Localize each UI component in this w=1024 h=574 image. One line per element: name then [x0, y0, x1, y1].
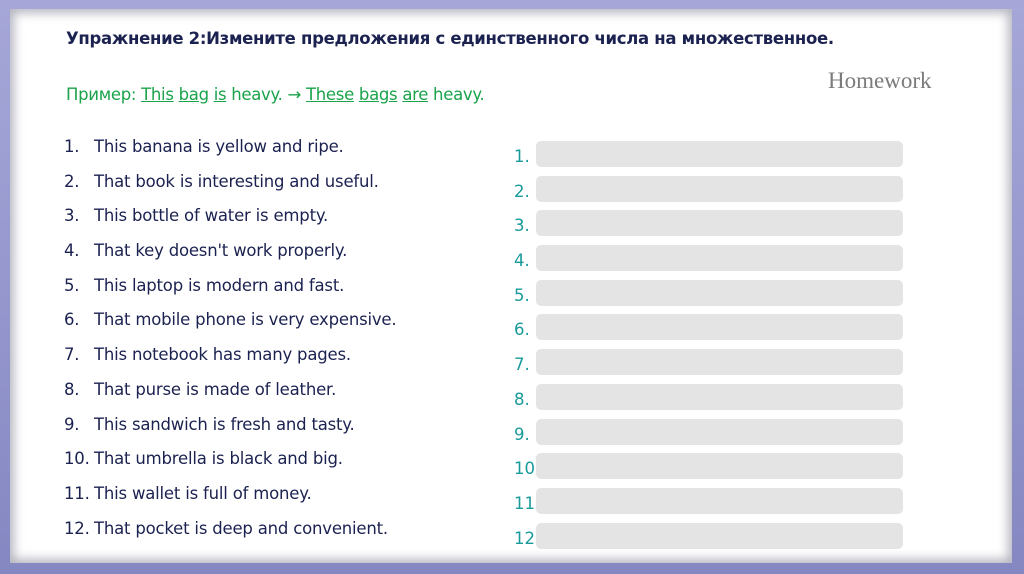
answer-cover-box[interactable] [536, 314, 903, 341]
answer-cover-box[interactable] [536, 175, 903, 202]
sentence-item: 3. This bottle of water is empty. [64, 206, 396, 241]
sentence-text: This bottle of water is empty. [94, 206, 329, 226]
example-text: heavy. [428, 85, 485, 104]
sentence-text: This wallet is full of money. [94, 483, 312, 503]
sentence-number: 6. [64, 310, 80, 330]
sentence-number: 11. [64, 483, 90, 503]
sentence-item: 11. This wallet is full of money. [64, 484, 396, 519]
answer-number: 9. [514, 424, 530, 444]
sentence-item: 1. This banana is yellow and ripe. [64, 137, 396, 172]
sentence-item: 2. That book is interesting and useful. [64, 172, 396, 207]
sentence-number: 10. [64, 449, 90, 469]
sentence-number: 1. [64, 137, 80, 156]
answer-cover-box[interactable] [536, 453, 903, 480]
sentence-text: That purse is made of leather. [94, 379, 337, 399]
sentence-text: This notebook has many pages. [94, 345, 351, 365]
example-word: are [402, 85, 429, 104]
answer-number: 8. [514, 389, 530, 409]
sentence-item: 10. That umbrella is black and big. [64, 449, 396, 484]
sentence-number: 9. [64, 414, 80, 434]
answer-number: 10. [514, 459, 541, 479]
answer-number: 12 [514, 528, 535, 548]
answer-cover-box[interactable] [536, 245, 903, 272]
sentence-number: 12. [64, 518, 90, 538]
sentence-number: 5. [64, 275, 80, 295]
answer-cover-box[interactable] [536, 349, 903, 376]
sentence-text: This laptop is modern and fast. [94, 275, 345, 295]
answer-number: 1. [514, 147, 530, 166]
sentence-item: 12. That pocket is deep and convenient. [64, 519, 396, 554]
sentence-number: 4. [64, 241, 80, 261]
sentence-list: 1. This banana is yellow and ripe. 2. That … [64, 137, 397, 554]
answer-cover-box[interactable] [536, 279, 903, 306]
sentence-text: That key doesn't work properly. [94, 241, 348, 261]
answer-number: 11. [514, 493, 541, 513]
answer-number: 5. [514, 285, 530, 305]
answer-number: 6. [514, 320, 530, 340]
example-word: is [213, 85, 227, 104]
sentence-text: This banana is yellow and ripe. [94, 137, 344, 156]
answer-cover-box[interactable] [536, 210, 903, 237]
sentence-item: 7. This notebook has many pages. [64, 345, 396, 380]
homework-label: Homework [828, 68, 932, 93]
answer-number: 7. [514, 355, 530, 375]
answer-number: 4. [514, 251, 530, 271]
sentence-text: This sandwich is fresh and tasty. [94, 414, 355, 434]
example-word: bags [358, 85, 398, 104]
answer-cover-box[interactable] [536, 487, 903, 514]
answer-cover-box[interactable] [536, 522, 903, 549]
example-word: This [141, 85, 174, 104]
sentence-number: 2. [64, 171, 80, 191]
answer-cover-box[interactable] [536, 383, 903, 410]
example-label: Пример: [66, 85, 142, 104]
example-word: bag [178, 85, 209, 104]
sentence-text: That pocket is deep and convenient. [94, 518, 388, 538]
sentence-item: 5. This laptop is modern and fast. [64, 276, 396, 311]
sentence-text: That umbrella is black and big. [94, 449, 343, 469]
answer-number: 3. [514, 216, 530, 236]
sentence-item: 4. That key doesn't work properly. [64, 241, 396, 276]
exercise-title: Упражнение 2:Измените предложения с един… [66, 29, 834, 48]
answer-cover-box[interactable] [536, 418, 903, 445]
slide: Упражнение 2:Измените предложения с един… [10, 9, 1012, 563]
sentence-item: 9. This sandwich is fresh and tasty. [64, 415, 396, 450]
example-line: Пример: This bag is heavy. → These bags … [66, 85, 485, 104]
sentence-item: 6. That mobile phone is very expensive. [64, 310, 397, 345]
example-text: heavy. → [226, 85, 306, 104]
answer-cover-box[interactable] [536, 141, 903, 167]
sentence-text: That mobile phone is very expensive. [94, 310, 397, 330]
sentence-item: 8. That purse is made of leather. [64, 380, 396, 415]
sentence-text: That book is interesting and useful. [94, 171, 379, 191]
example-word: These [306, 85, 354, 104]
sentence-number: 7. [64, 345, 80, 365]
answer-number: 2. [514, 181, 530, 201]
sentence-number: 8. [64, 379, 80, 399]
sentence-number: 3. [64, 206, 80, 226]
